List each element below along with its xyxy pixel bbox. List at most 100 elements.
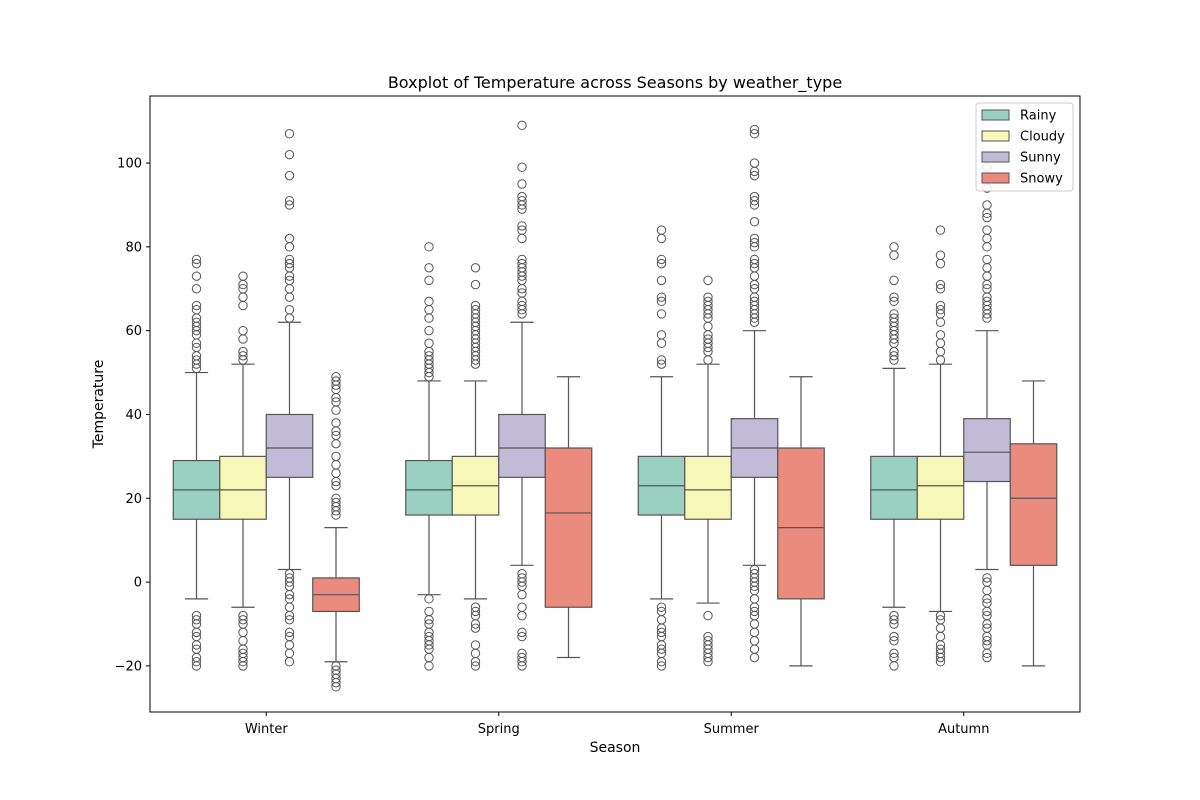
outlier-point xyxy=(517,162,527,172)
outlier-point xyxy=(935,258,946,269)
outlier-point xyxy=(238,292,248,302)
legend-swatch xyxy=(981,130,1010,142)
outlier-point xyxy=(749,200,760,210)
outlier-point xyxy=(889,275,899,286)
outlier-point xyxy=(238,661,248,671)
outlier-point xyxy=(331,481,341,491)
outlier-point xyxy=(284,233,295,244)
outlier-point xyxy=(331,506,341,516)
outlier-point xyxy=(470,263,481,273)
outlier-point xyxy=(935,338,946,348)
box-sunny-winter xyxy=(265,129,314,667)
box-snowy-winter xyxy=(312,372,360,692)
outlier-point xyxy=(191,363,202,374)
outlier-point xyxy=(331,510,341,520)
outlier-point xyxy=(517,627,527,638)
legend-label: Rainy xyxy=(1020,109,1057,124)
legend-frame xyxy=(975,102,1074,192)
outlier-point xyxy=(656,644,667,654)
outlier-point xyxy=(656,615,667,625)
outlier-point xyxy=(424,640,434,650)
outlier-point xyxy=(656,359,667,369)
outlier-point xyxy=(517,589,527,600)
outlier-point xyxy=(656,309,667,319)
outlier-point xyxy=(284,657,295,667)
outlier-point xyxy=(889,636,899,646)
outlier-point xyxy=(424,305,434,315)
outlier-point xyxy=(749,317,760,327)
box-snowy-autumn xyxy=(1009,380,1058,667)
outlier-point xyxy=(470,640,481,650)
outlier-point xyxy=(749,237,760,248)
box-snowy-spring xyxy=(544,376,593,659)
outlier-point xyxy=(191,627,202,638)
outlier-point xyxy=(982,648,992,659)
outlier-point xyxy=(749,271,760,281)
outlier-point xyxy=(982,585,992,596)
outlier-point xyxy=(331,468,341,478)
outlier-point xyxy=(238,657,248,667)
outlier-point xyxy=(703,355,713,365)
outlier-point xyxy=(982,225,992,235)
outlier-point xyxy=(517,271,527,281)
iqr-box xyxy=(963,418,1011,483)
outlier-point xyxy=(749,166,760,177)
outlier-point xyxy=(749,196,760,206)
x-tick-label: Winter xyxy=(245,722,289,737)
outlier-point xyxy=(517,200,527,210)
outlier-point xyxy=(889,648,899,659)
outlier-point xyxy=(284,589,295,600)
outlier-point xyxy=(331,418,341,428)
outlier-point xyxy=(703,657,713,667)
legend: Rainy Cloudy Sunny Snowy xyxy=(975,102,1074,192)
outlier-point xyxy=(517,577,527,587)
outlier-point xyxy=(889,355,899,365)
box-rainy-summer xyxy=(637,225,686,671)
outlier-point xyxy=(470,279,481,290)
outlier-point xyxy=(935,631,946,642)
outlier-point xyxy=(749,242,760,252)
outlier-point xyxy=(470,623,481,633)
outlier-point xyxy=(656,292,667,302)
outlier-point xyxy=(889,351,899,361)
outlier-point xyxy=(749,627,760,638)
outlier-point xyxy=(749,594,760,604)
outlier-point xyxy=(191,338,202,348)
outlier-point xyxy=(982,208,992,219)
iqr-box xyxy=(916,455,965,520)
outlier-point xyxy=(424,296,434,307)
box-rainy-spring xyxy=(405,242,453,671)
outlier-point xyxy=(238,636,248,646)
outlier-point xyxy=(889,619,899,629)
outlier-point xyxy=(284,615,295,625)
outlier-point xyxy=(284,258,295,269)
box-rainy-autumn xyxy=(870,242,918,671)
outlier-point xyxy=(749,124,760,135)
outlier-point xyxy=(982,233,992,244)
box-cloudy-winter xyxy=(219,271,267,671)
outlier-point xyxy=(424,313,434,323)
box-rainy-winter xyxy=(172,254,221,671)
outlier-point xyxy=(656,657,667,667)
outlier-point xyxy=(424,263,434,273)
outlier-point xyxy=(982,212,992,223)
y-axis-label: Temperature xyxy=(91,360,107,450)
iqr-box xyxy=(265,413,314,478)
outlier-point xyxy=(238,627,248,638)
outlier-point xyxy=(424,242,434,252)
outlier-point xyxy=(982,619,992,629)
outlier-point xyxy=(284,149,295,160)
legend-label: Cloudy xyxy=(1020,130,1065,145)
outlier-point xyxy=(284,292,295,302)
outlier-point xyxy=(749,606,760,617)
outlier-point xyxy=(470,606,481,617)
outlier-point xyxy=(284,271,295,281)
outlier-point xyxy=(889,631,899,642)
outlier-point xyxy=(982,254,992,265)
outlier-point xyxy=(331,439,341,449)
outlier-point xyxy=(703,610,713,621)
outlier-point xyxy=(982,606,992,617)
outlier-point xyxy=(470,619,481,629)
outlier-point xyxy=(284,242,295,252)
outlier-point xyxy=(331,476,341,487)
